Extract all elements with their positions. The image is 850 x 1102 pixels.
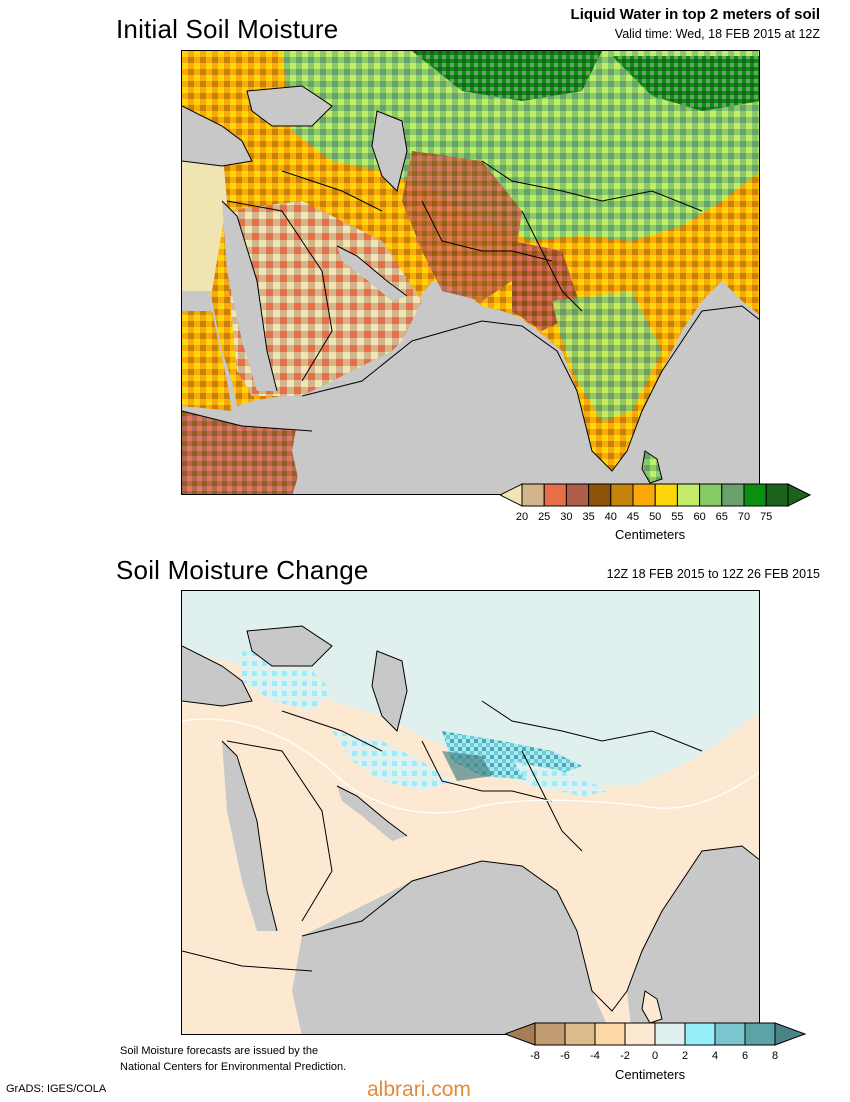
top-colorbar-cell bbox=[721, 483, 745, 507]
bottom-colorbar-cell bbox=[714, 1022, 746, 1046]
bottom-colorbar-label: 4 bbox=[711, 1050, 719, 1062]
bottom-colorbar-over-arrow bbox=[774, 1022, 807, 1046]
top-colorbar-label: 25 bbox=[538, 511, 551, 523]
top-colorbar-cell bbox=[610, 483, 634, 507]
bottom-colorbar-cell bbox=[684, 1022, 716, 1046]
bottom-colorbar-label: 6 bbox=[741, 1050, 749, 1062]
bottom-colorbar-labels: -8 -6 -4 -2 0 2 4 6 8 bbox=[505, 1050, 807, 1064]
top-colorbar-label: 70 bbox=[737, 511, 751, 523]
bottom-colorbar-label: 8 bbox=[771, 1050, 779, 1062]
bottom-colorbar-under-arrow bbox=[503, 1022, 536, 1046]
top-colorbar-units: Centimeters bbox=[615, 527, 686, 542]
bottom-colorbar-cell bbox=[594, 1022, 626, 1046]
top-colorbar bbox=[498, 482, 812, 508]
bottom-colorbar-units: Centimeters bbox=[615, 1067, 686, 1082]
initial-soil-moisture-field bbox=[182, 51, 759, 494]
top-colorbar-label: 30 bbox=[560, 511, 573, 523]
top-colorbar-label: 50 bbox=[649, 511, 662, 523]
soil-moisture-change-field bbox=[182, 591, 759, 1034]
bottom-colorbar-cells bbox=[534, 1022, 776, 1046]
bottom-colorbar bbox=[503, 1021, 807, 1047]
top-colorbar-label: 20 bbox=[515, 511, 529, 523]
bottom-colorbar-cell bbox=[564, 1022, 596, 1046]
top-colorbar-label: 40 bbox=[604, 511, 617, 523]
top-map-subtitle: Liquid Water in top 2 meters of soil bbox=[570, 6, 820, 23]
top-colorbar-label: 55 bbox=[671, 511, 684, 523]
bottom-colorbar-cell bbox=[654, 1022, 686, 1046]
bottom-colorbar-cell bbox=[624, 1022, 656, 1046]
bottom-colorbar-label: -4 bbox=[590, 1050, 600, 1062]
soil-moisture-change-map bbox=[181, 590, 760, 1035]
initial-soil-moisture-map bbox=[181, 50, 760, 495]
top-colorbar-label: 45 bbox=[626, 511, 640, 523]
top-colorbar-labels: 20 25 30 35 40 45 50 55 60 65 70 75 bbox=[500, 511, 812, 525]
bottom-colorbar-label: 0 bbox=[651, 1050, 659, 1062]
bottom-map-title: Soil Moisture Change bbox=[116, 555, 369, 585]
top-colorbar-cell bbox=[743, 483, 767, 507]
top-colorbar-cell bbox=[632, 483, 656, 507]
forecast-note-line2: National Centers for Environmental Predi… bbox=[120, 1061, 347, 1073]
top-colorbar-over-arrow bbox=[787, 483, 812, 507]
top-colorbar-cell bbox=[565, 483, 590, 507]
top-colorbar-cell bbox=[676, 483, 701, 507]
top-colorbar-cell bbox=[699, 483, 723, 507]
top-colorbar-cell bbox=[765, 483, 789, 507]
top-colorbar-label: 75 bbox=[760, 511, 773, 523]
top-colorbar-label: 35 bbox=[582, 511, 595, 523]
bottom-colorbar-label: -8 bbox=[530, 1050, 540, 1062]
bottom-map-period: 12Z 18 FEB 2015 to 12Z 26 FEB 2015 bbox=[606, 567, 820, 581]
bottom-colorbar-label: -6 bbox=[560, 1050, 570, 1062]
top-colorbar-cell bbox=[654, 483, 678, 507]
top-colorbar-cell bbox=[588, 483, 612, 507]
bottom-colorbar-label: -2 bbox=[620, 1050, 630, 1062]
top-colorbar-label: 65 bbox=[715, 511, 728, 523]
forecast-note: Soil Moisture forecasts are issued by th… bbox=[120, 1043, 346, 1075]
watermark-albrari: albrari.com bbox=[367, 1078, 471, 1101]
bottom-colorbar-label: 2 bbox=[681, 1050, 689, 1062]
top-colorbar-under-arrow bbox=[498, 483, 523, 507]
forecast-note-line1: Soil Moisture forecasts are issued by th… bbox=[120, 1045, 319, 1057]
bottom-colorbar-cell bbox=[534, 1022, 566, 1046]
top-colorbar-cells bbox=[521, 483, 789, 507]
top-map-title: Initial Soil Moisture bbox=[116, 14, 339, 44]
grads-credit: GrADS: IGES/COLA bbox=[6, 1083, 107, 1095]
top-map-valid-time: Valid time: Wed, 18 FEB 2015 at 12Z bbox=[614, 27, 820, 41]
top-colorbar-cell bbox=[521, 483, 545, 507]
top-colorbar-label: 60 bbox=[693, 511, 706, 523]
bottom-colorbar-cell bbox=[744, 1022, 776, 1046]
top-colorbar-cell bbox=[543, 483, 567, 507]
